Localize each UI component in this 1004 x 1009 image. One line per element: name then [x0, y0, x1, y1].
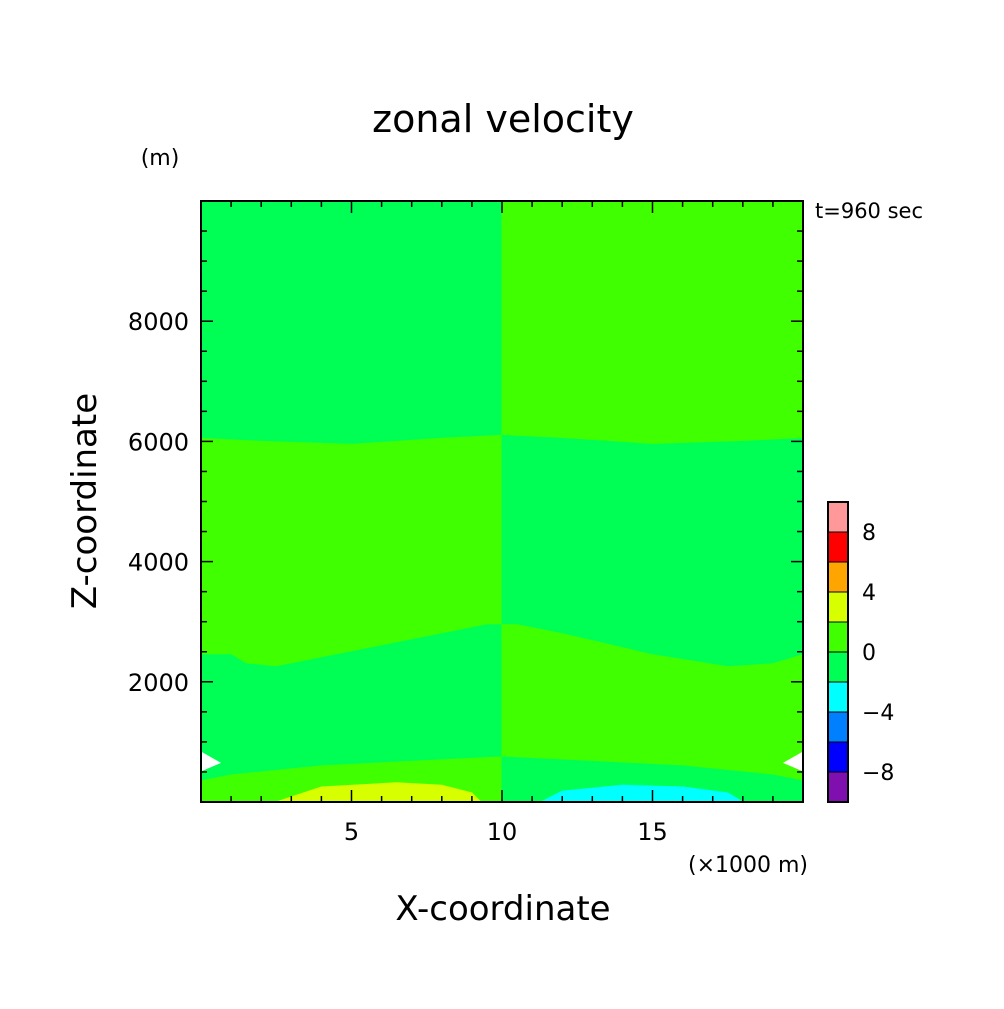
- region-upper-right: [501, 200, 804, 445]
- x-unit-label: (×1000 m): [688, 853, 808, 878]
- x-tick-label: 15: [637, 818, 668, 846]
- contour-regions: [200, 200, 804, 803]
- colorbar: −8 −4 0 4 8: [827, 501, 894, 803]
- x-tick-label: 10: [487, 818, 518, 846]
- colorbar-swatch: [827, 531, 849, 563]
- colorbar-frame: [827, 501, 849, 803]
- y-tick-label: 6000: [128, 428, 189, 456]
- colorbar-swatch: [827, 501, 849, 533]
- colorbar-swatch: [827, 621, 849, 653]
- colorbar-swatch: [827, 591, 849, 623]
- colorbar-swatch: [827, 681, 849, 713]
- colorbar-tick-label: 8: [862, 521, 876, 546]
- chart-title: zonal velocity: [372, 97, 634, 141]
- y-unit-label: (m): [141, 146, 180, 171]
- colorbar-swatch: [827, 651, 849, 683]
- colorbar-swatch: [827, 561, 849, 593]
- x-axis-label: X-coordinate: [395, 889, 610, 929]
- colorbar-tick-label: 0: [862, 641, 876, 666]
- region-upper-left: [200, 200, 503, 445]
- x-tick-label: 5: [344, 818, 359, 846]
- colorbar-swatch: [827, 711, 849, 743]
- y-tick-label: 2000: [128, 669, 189, 697]
- colorbar-swatch: [827, 771, 849, 803]
- colorbar-tick-label: 4: [862, 581, 876, 606]
- y-axis-label: Z-coordinate: [65, 393, 105, 609]
- time-label: t=960 sec: [815, 199, 923, 223]
- colorbar-tick-label: −8: [862, 761, 894, 786]
- axis-tick-labels: 5 10 15 2000 4000 6000 8000: [128, 308, 668, 846]
- y-tick-label: 4000: [128, 549, 189, 577]
- colorbar-tick-label: −4: [862, 701, 894, 726]
- colorbar-swatch: [827, 741, 849, 773]
- plot-frame: [200, 200, 804, 803]
- y-tick-label: 8000: [128, 308, 189, 336]
